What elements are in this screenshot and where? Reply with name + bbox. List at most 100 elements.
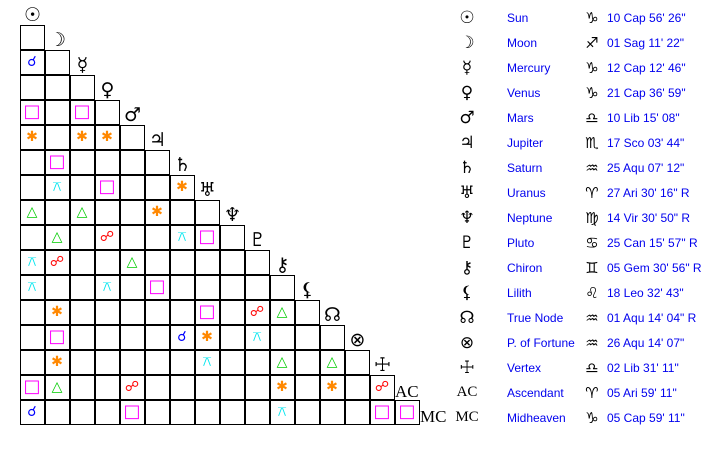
- zodiac-sign-icon: ♌: [585, 283, 599, 302]
- aspect-cell-lilith-sun: ⚻: [19, 274, 45, 300]
- zodiac-sign-icon: ♒: [585, 158, 599, 177]
- aspect-cell-chiron-moon: ☍: [44, 249, 70, 275]
- planet-position-link[interactable]: 12 Cap 12' 46": [607, 60, 686, 75]
- planet-position-link[interactable]: 25 Aqu 07' 12": [607, 160, 685, 175]
- aspect-cell-chiron-venus: [94, 249, 120, 275]
- aspect-cell-neptune-uranus: [194, 199, 220, 225]
- planet-name-link[interactable]: Jupiter: [507, 135, 544, 150]
- jupiter-icon: ♃: [459, 132, 475, 153]
- uranus-icon: ♅: [459, 182, 475, 203]
- mercury-icon: ☿: [461, 57, 473, 78]
- aspect-cell-ascendant-moon: △: [44, 374, 70, 400]
- aspect-cell-true-node-lilith: [294, 299, 320, 325]
- square-icon: □: [98, 176, 116, 197]
- aspect-cell-ascendant-sun: □: [19, 374, 45, 400]
- trine-icon: △: [276, 304, 288, 320]
- aspect-cell-vertex-uranus: ⚻: [194, 349, 220, 375]
- aspect-cell-lilith-mercury: [69, 274, 95, 300]
- planet-row-lilith: ⚸ Lilith ♌ 18 Leo 32' 43": [455, 280, 705, 305]
- planet-name-link[interactable]: Moon: [507, 35, 538, 50]
- planet-position-link[interactable]: 27 Ari 30' 16" R: [607, 185, 690, 200]
- aspect-cell-p-of-fortune-jupiter: [144, 324, 170, 350]
- aspect-cell-true-node-jupiter: [144, 299, 170, 325]
- aspect-cell-ascendant-p-of-fortune: [344, 374, 370, 400]
- aspect-cell-true-node-pluto: ☍: [244, 299, 270, 325]
- aspect-cell-ascendant-jupiter: [144, 374, 170, 400]
- aspect-cell-true-node-mars: [119, 299, 145, 325]
- planet-name-link[interactable]: Midheaven: [507, 410, 566, 425]
- planet-position-link[interactable]: 10 Cap 56' 26": [607, 10, 686, 25]
- aspect-cell-true-node-uranus: □: [194, 299, 220, 325]
- planet-row-chiron: ⚷ Chiron ♊ 05 Gem 30' 56" R: [455, 255, 705, 280]
- planet-position-link[interactable]: 05 Cap 59' 11": [607, 410, 685, 425]
- aspect-cell-true-node-chiron: △: [269, 299, 295, 325]
- planet-position-link[interactable]: 14 Vir 30' 50" R: [607, 210, 691, 225]
- planet-position-link[interactable]: 01 Aqu 14' 04" R: [607, 310, 697, 325]
- planet-name-link[interactable]: Sun: [507, 10, 529, 25]
- aspect-cell-uranus-sun: [19, 174, 45, 200]
- planet-name-link[interactable]: Ascendant: [507, 385, 564, 400]
- planet-position-link[interactable]: 02 Lib 31' 11": [607, 360, 679, 375]
- moon-grid-label-icon: ☽: [48, 29, 67, 51]
- planet-position-link[interactable]: 25 Can 15' 57" R: [607, 235, 698, 250]
- aspect-cell-chiron-neptune: [219, 249, 245, 275]
- planet-name-link[interactable]: Venus: [507, 85, 541, 100]
- planet-position-link[interactable]: 05 Gem 30' 56" R: [607, 260, 702, 275]
- aspect-cell-jupiter-mars: [119, 124, 145, 150]
- venus-icon: ♀: [460, 82, 474, 103]
- aspect-cell-neptune-venus: [94, 199, 120, 225]
- planet-name-link[interactable]: Uranus: [507, 185, 546, 200]
- sextile-icon: ✱: [326, 379, 338, 395]
- square-icon: □: [73, 101, 91, 122]
- aspect-cell-moon-sun: [19, 24, 45, 50]
- uranus-grid-label-icon: ♅: [198, 179, 217, 201]
- planet-name-link[interactable]: Mars: [507, 110, 534, 125]
- planet-position-link[interactable]: 01 Sag 11' 22": [607, 35, 685, 50]
- planet-name-link[interactable]: True Node: [507, 310, 564, 325]
- aspect-cell-lilith-pluto: [244, 274, 270, 300]
- trine-icon: △: [76, 204, 88, 220]
- ascendant-grid-label-icon: AC: [395, 382, 419, 401]
- square-icon: □: [23, 101, 41, 122]
- planet-name-link[interactable]: Pluto: [507, 235, 535, 250]
- quincunx-icon: ⚻: [52, 179, 62, 195]
- square-icon: □: [123, 401, 141, 422]
- zodiac-sign-icon: ♊: [585, 258, 599, 277]
- aspect-cell-lilith-uranus: [194, 274, 220, 300]
- aspect-cell-p-of-fortune-chiron: [269, 324, 295, 350]
- aspect-cell-uranus-saturn: ✱: [169, 174, 195, 200]
- planet-row-pluto: ♇ Pluto ♋ 25 Can 15' 57" R: [455, 230, 705, 255]
- planet-position-link[interactable]: 21 Cap 36' 59": [607, 85, 686, 100]
- aspect-cell-p-of-fortune-venus: [94, 324, 120, 350]
- planet-position-link[interactable]: 10 Lib 15' 08": [607, 110, 680, 125]
- aspect-cell-vertex-mars: [119, 349, 145, 375]
- planet-position-link[interactable]: 05 Ari 59' 11": [607, 385, 677, 400]
- square-icon: □: [23, 376, 41, 397]
- aspect-cell-vertex-p-of-fortune: [344, 349, 370, 375]
- planet-name-link[interactable]: Saturn: [507, 160, 543, 175]
- aspect-cell-lilith-neptune: [219, 274, 245, 300]
- planet-name-link[interactable]: Lilith: [507, 285, 532, 300]
- sextile-icon: ✱: [51, 304, 63, 320]
- sextile-icon: ✱: [276, 379, 288, 395]
- aspect-cell-uranus-moon: ⚻: [44, 174, 70, 200]
- aspect-cell-jupiter-venus: ✱: [94, 124, 120, 150]
- aspect-cell-midheaven-chiron: ⚻: [269, 399, 295, 425]
- pluto-icon: ♇: [459, 232, 475, 253]
- planet-position-link[interactable]: 18 Leo 32' 43": [607, 285, 684, 300]
- aspect-cell-chiron-saturn: [169, 249, 195, 275]
- planet-name-link[interactable]: Vertex: [507, 360, 542, 375]
- planet-row-mars: ♂ Mars ♎ 10 Lib 15' 08": [455, 105, 705, 130]
- aspect-cell-midheaven-jupiter: [144, 399, 170, 425]
- planet-position-link[interactable]: 26 Aqu 14' 07": [607, 335, 685, 350]
- aspect-cell-pluto-jupiter: [144, 224, 170, 250]
- planet-position-link[interactable]: 17 Sco 03' 44": [607, 135, 685, 150]
- planet-name-link[interactable]: P. of Fortune: [507, 335, 575, 350]
- mars-grid-label-icon: ♂: [123, 104, 142, 126]
- aspect-cell-vertex-chiron: △: [269, 349, 295, 375]
- planet-name-link[interactable]: Neptune: [507, 210, 553, 225]
- planet-name-link[interactable]: Chiron: [507, 260, 543, 275]
- aspect-cell-ascendant-mars: ☍: [119, 374, 145, 400]
- planet-name-link[interactable]: Mercury: [507, 60, 551, 75]
- planet-row-vertex: ☩ Vertex ♎ 02 Lib 31' 11": [455, 355, 705, 380]
